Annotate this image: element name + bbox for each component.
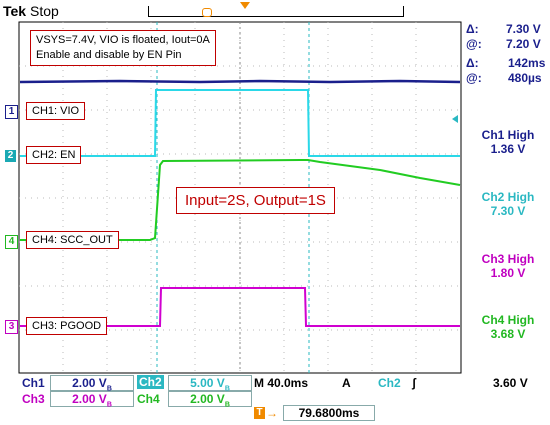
ch3-label: CH3: PGOOD <box>26 317 108 335</box>
ch4-high-label: Ch4 High <box>481 313 535 327</box>
ch1-ground-marker[interactable]: 1 <box>5 105 18 119</box>
delta-v-symbol: Δ: <box>466 22 479 36</box>
ch1-high-value: 1.36 V <box>490 142 526 156</box>
ch3-ground-marker[interactable]: 3 <box>5 320 18 334</box>
record-position-bar[interactable] <box>148 6 404 17</box>
ch1-trace <box>19 79 461 84</box>
ch1-name[interactable]: Ch1 <box>22 376 45 390</box>
ch3-bw-label: B <box>106 401 112 409</box>
ch2-bw-label: B <box>224 385 230 393</box>
trigger-slope-icon[interactable]: ʃ <box>412 376 416 390</box>
at-t-symbol: @: <box>466 71 482 85</box>
trigger-level[interactable]: 3.60 V <box>493 376 528 390</box>
ch1-high-label: Ch1 High <box>481 128 535 142</box>
ch3-high-label: Ch3 High <box>481 252 535 266</box>
test-condition-note: VSYS=7.4V, VIO is floated, Iout=0A Enabl… <box>30 30 216 66</box>
ch4-scale[interactable]: 2.00 VB <box>168 391 252 409</box>
timebase[interactable]: M 40.0ms <box>254 376 309 390</box>
ch4-high-readout: Ch4 High 3.68 V <box>470 313 546 341</box>
ch4-ground-marker[interactable]: 4 <box>5 235 18 249</box>
at-v-symbol: @: <box>466 37 482 51</box>
record-window-indicator <box>202 8 212 17</box>
ch1-label: CH1: VIO <box>26 102 86 120</box>
ch1-high-readout: Ch1 High 1.36 V <box>470 128 546 156</box>
ch3-high-readout: Ch3 High 1.80 V <box>470 252 546 280</box>
ch2-high-value: 7.30 V <box>490 204 526 218</box>
ratio-note: Input=2S, Output=1S <box>176 187 335 214</box>
ch1-bw-label: B <box>106 385 112 393</box>
ch2-ground-marker[interactable]: 2 <box>5 150 16 162</box>
ch4-label: CH4: SCC_OUT <box>26 231 119 249</box>
brand-label: Tek <box>3 3 27 19</box>
trigger-arrow-icon: → <box>266 406 278 420</box>
scope-status: Tek Stop <box>3 3 59 19</box>
test-condition-line1: VSYS=7.4V, VIO is floated, Iout=0A <box>36 34 210 46</box>
ch3-trace <box>20 287 460 327</box>
ch4-name[interactable]: Ch4 <box>137 392 160 406</box>
ch2-name[interactable]: Ch2 <box>137 375 164 389</box>
right-edge-marker <box>452 115 458 123</box>
ch2-high-label: Ch2 High <box>481 190 535 204</box>
delta-v-value: 7.30 V <box>506 22 541 36</box>
ch3-scale[interactable]: 2.00 VB <box>50 391 134 409</box>
ch4-high-value: 3.68 V <box>490 327 526 341</box>
trigger-position-marker <box>240 2 250 9</box>
ch2-high-readout: Ch2 High 7.30 V <box>470 190 546 218</box>
ch2-scale-value: 5.00 V <box>190 376 225 390</box>
delta-t-symbol: Δ: <box>466 56 479 70</box>
ch1-scale[interactable]: 2.00 VB <box>50 375 134 393</box>
delta-t-value: 142ms <box>508 56 546 70</box>
ch4-scale-value: 2.00 V <box>190 392 225 406</box>
ch4-trace <box>20 159 461 241</box>
test-condition-line2: Enable and disable by EN Pin <box>36 49 182 61</box>
trigger-position-icon: T <box>254 407 265 419</box>
at-t-value: 480µs <box>508 71 542 85</box>
trigger-position[interactable]: 79.6800ms <box>283 405 375 421</box>
ch2-scale[interactable]: 5.00 VB <box>168 375 252 393</box>
at-v-value: 7.20 V <box>506 37 541 51</box>
ch3-name[interactable]: Ch3 <box>22 392 45 406</box>
ch2-trace <box>20 89 460 157</box>
ch2-label: CH2: EN <box>26 146 82 164</box>
ch1-scale-value: 2.00 V <box>72 376 107 390</box>
trigger-source[interactable]: Ch2 <box>378 376 401 390</box>
ch4-bw-label: B <box>224 401 230 409</box>
trigger-mode[interactable]: A <box>342 376 351 390</box>
ch3-high-value: 1.80 V <box>490 266 526 280</box>
acquisition-status: Stop <box>29 3 59 19</box>
ch3-scale-value: 2.00 V <box>72 392 107 406</box>
